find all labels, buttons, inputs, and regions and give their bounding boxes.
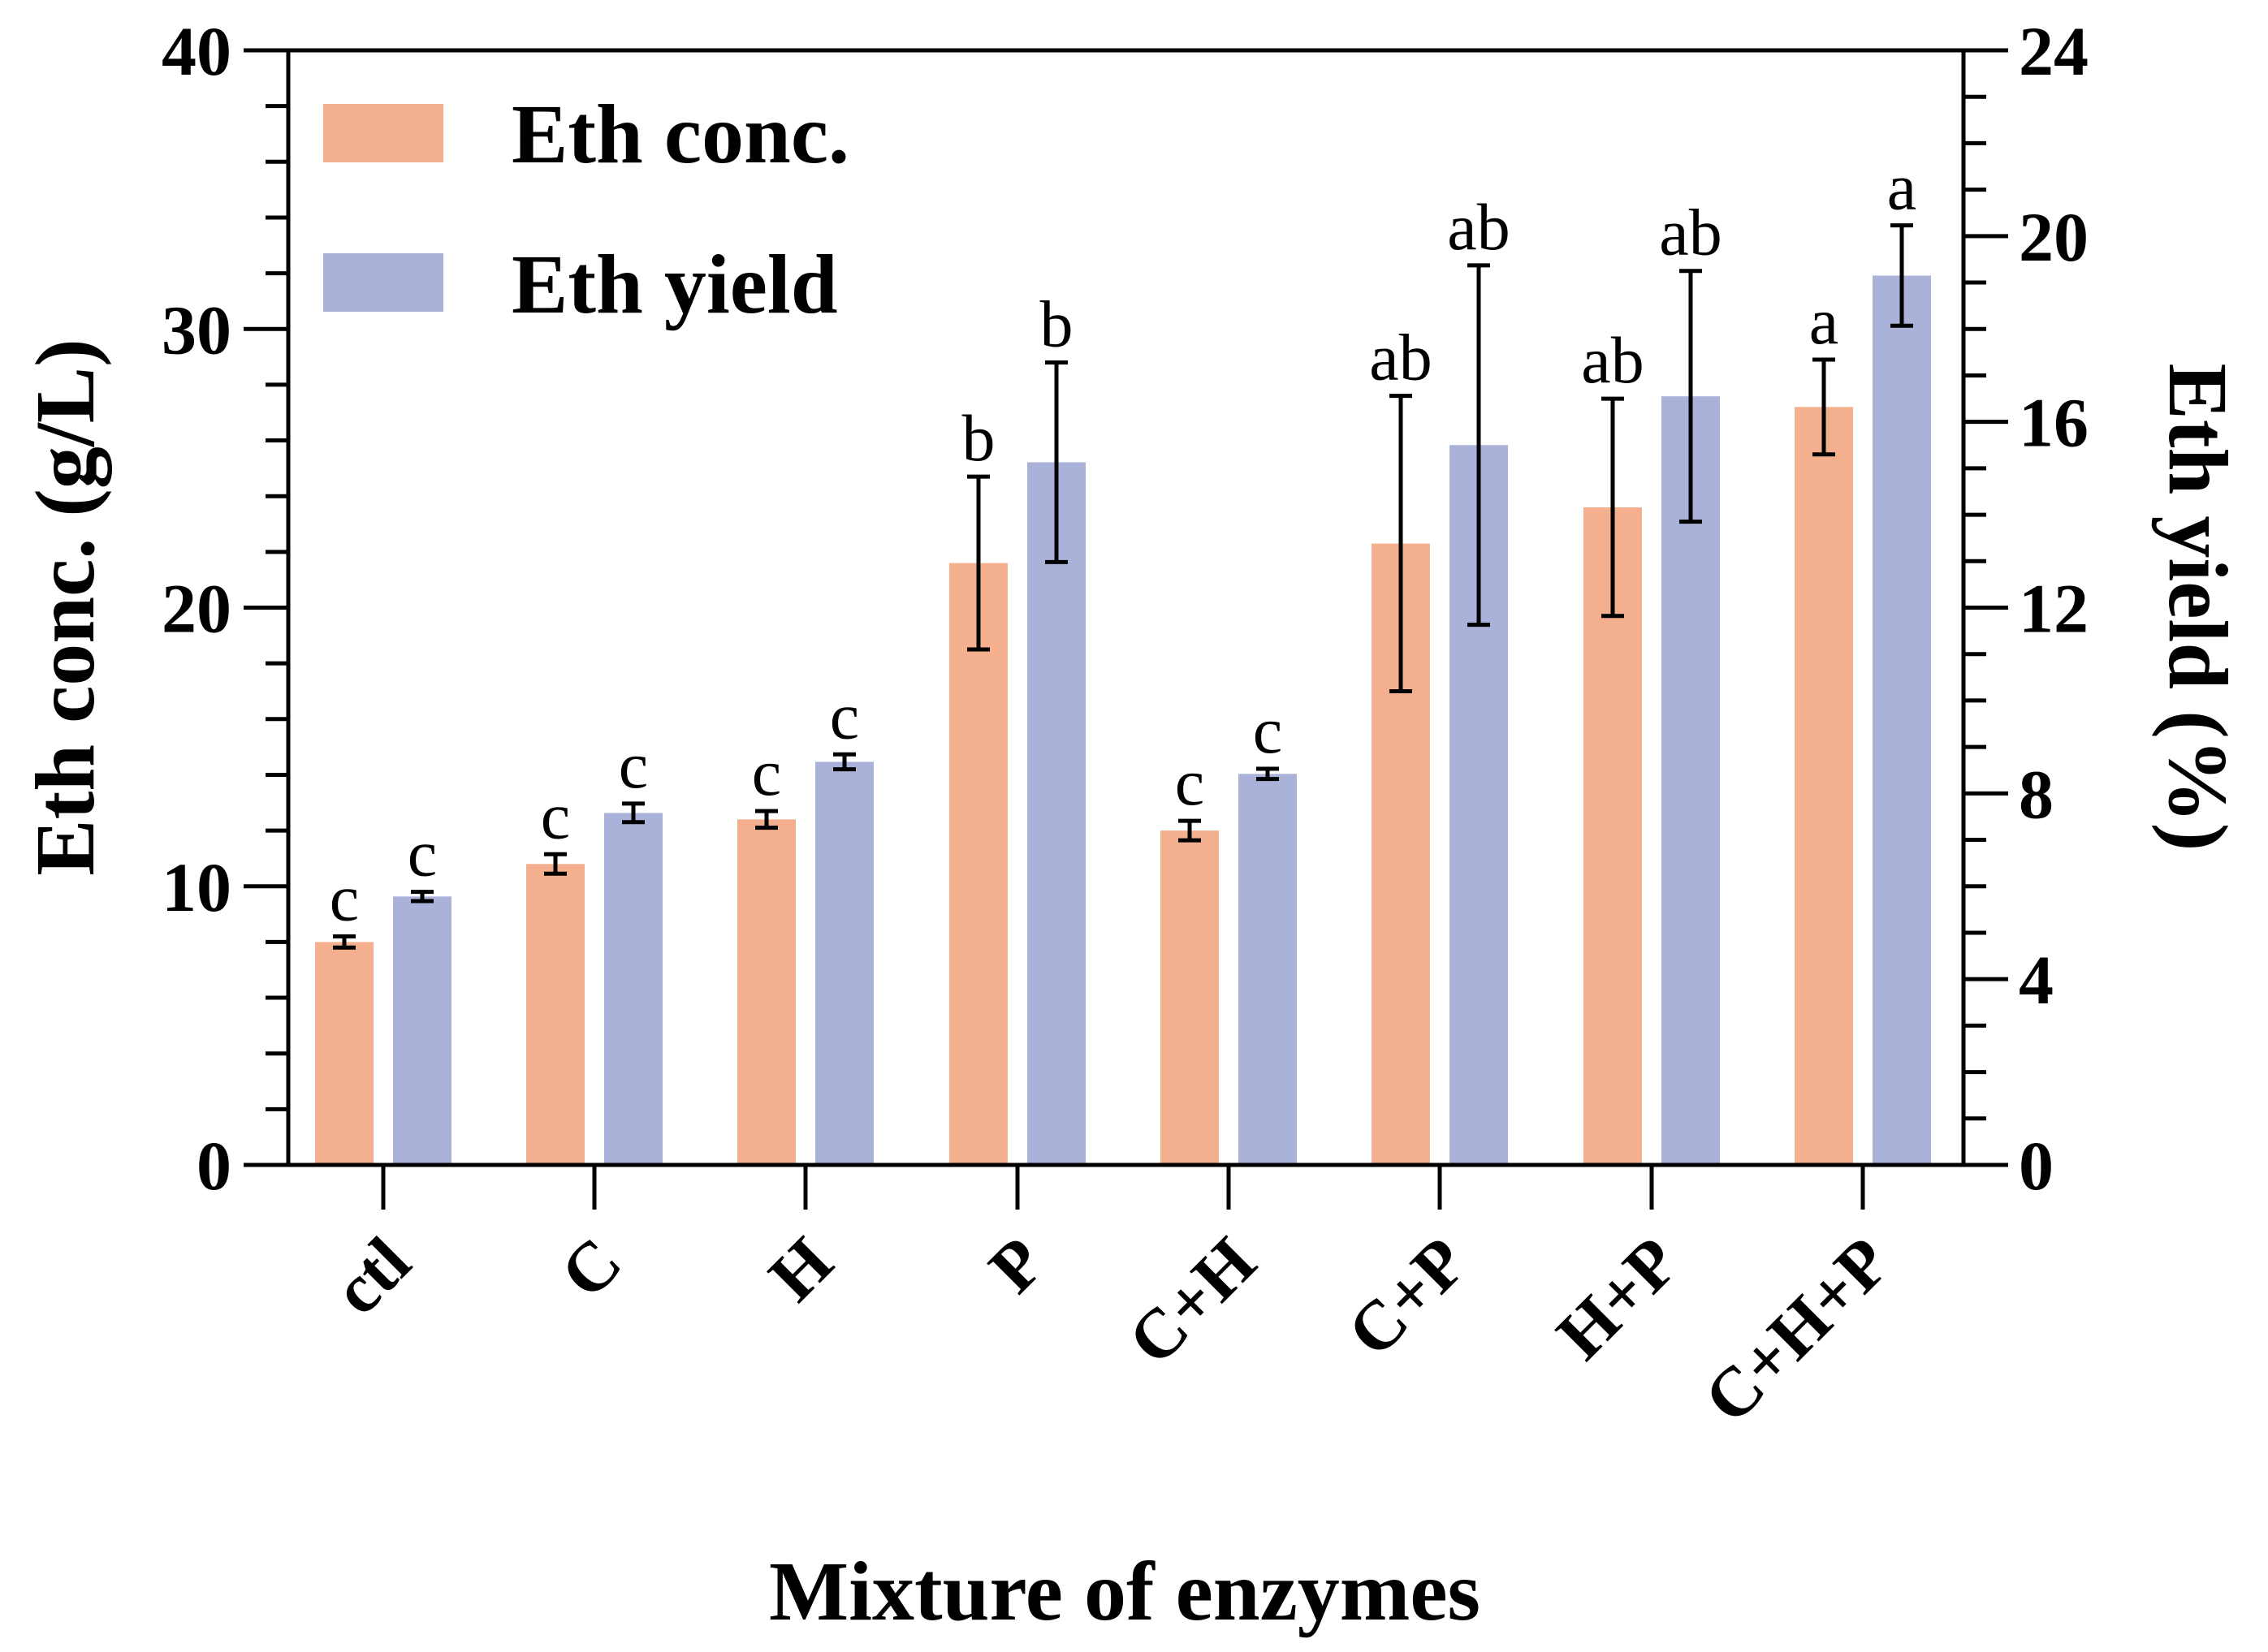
y2-tick-label: 0 — [2019, 1127, 2054, 1205]
bar-eth-yield-ctl — [393, 896, 451, 1165]
y-tick-label: 40 — [162, 12, 231, 90]
y2-tick-label: 24 — [2019, 12, 2089, 90]
significance-label: a — [1809, 284, 1838, 358]
x-tick-label-C: C — [546, 1223, 637, 1313]
bar-eth-yield-P — [1027, 462, 1086, 1165]
bar-eth-yield-C — [604, 813, 663, 1165]
y-tick-label: 10 — [162, 848, 231, 926]
y2-axis-title: Eth yield (%) — [2151, 364, 2244, 852]
significance-label: b — [1040, 287, 1074, 360]
bar-eth-conc-C+H+P — [1795, 407, 1853, 1165]
x-tick-label-C+P: C+P — [1333, 1223, 1482, 1372]
legend: Eth conc. Eth yield — [323, 88, 849, 331]
significance-label: c — [752, 735, 781, 809]
x-tick-label-H+P: H+P — [1541, 1223, 1693, 1374]
bar-eth-conc-ctl — [315, 942, 374, 1165]
significance-label: c — [1253, 693, 1282, 767]
bars-layer — [315, 275, 1931, 1165]
bar-eth-conc-P — [949, 563, 1008, 1165]
y2-tick-label: 16 — [2019, 384, 2089, 462]
y2-tick-label: 20 — [2019, 198, 2089, 276]
significance-label: ab — [1659, 196, 1722, 270]
x-axis-title: Mixture of enzymes — [769, 1545, 1480, 1638]
x-tick-label-C+H+P: C+H+P — [1689, 1223, 1905, 1438]
y2-tick-label: 8 — [2019, 755, 2054, 833]
x-tick-label-C+H: C+H — [1113, 1223, 1271, 1380]
significance-label: c — [1175, 745, 1204, 819]
significance-label: ab — [1447, 190, 1510, 264]
bar-eth-conc-H — [737, 819, 796, 1165]
significance-label: c — [408, 817, 437, 891]
y-tick-label: 0 — [197, 1127, 231, 1205]
bar-eth-yield-H+P — [1661, 396, 1720, 1165]
y-tick-label: 20 — [162, 570, 231, 648]
significance-label: b — [962, 401, 996, 475]
legend-swatch-eth-conc — [323, 104, 443, 162]
significance-label: a — [1887, 150, 1916, 224]
significance-label: ab — [1581, 323, 1644, 397]
x-tick-label-ctl: ctl — [318, 1223, 425, 1330]
bar-eth-yield-C+H+P — [1873, 275, 1931, 1165]
bar-eth-conc-C — [526, 864, 585, 1165]
x-tick-label-P: P — [974, 1223, 1059, 1308]
y-axis-title: Eth conc. (g/L) — [19, 339, 112, 876]
significance-label: ab — [1369, 321, 1432, 395]
significance-label: c — [330, 861, 359, 935]
y-tick-label: 30 — [162, 291, 231, 369]
significance-label: c — [541, 779, 570, 852]
bar-eth-conc-C+H — [1160, 830, 1219, 1165]
significance-label: c — [830, 679, 859, 753]
legend-label-eth-yield: Eth yield — [512, 238, 838, 331]
error-bars-layer — [333, 223, 1913, 950]
y2-tick-label: 12 — [2019, 570, 2089, 648]
x-tick-label-H: H — [754, 1223, 847, 1316]
y2-tick-label: 4 — [2019, 941, 2054, 1019]
legend-label-eth-conc: Eth conc. — [512, 88, 849, 181]
significance-label: c — [619, 728, 648, 802]
legend-swatch-eth-yield — [323, 253, 443, 312]
bar-eth-yield-C+H — [1238, 774, 1297, 1165]
bar-eth-yield-H — [815, 761, 874, 1165]
